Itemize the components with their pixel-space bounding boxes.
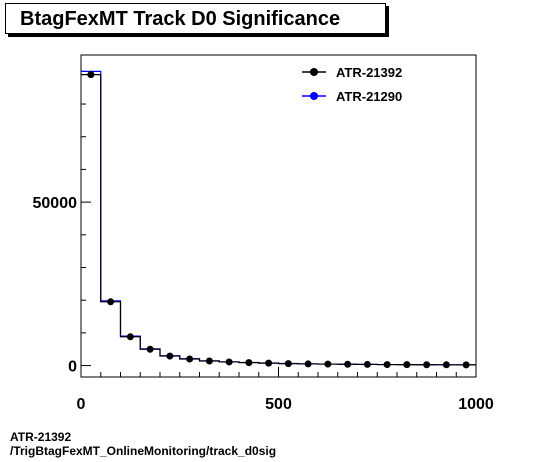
data-point-atr-21392 [442,361,450,369]
legend-label-atr-21290: ATR-21290 [336,89,402,104]
x-tick-label: 1000 [458,396,494,413]
y-tick-label: 0 [68,359,77,376]
data-point-atr-21392 [146,345,154,353]
data-point-atr-21392 [166,352,174,360]
data-point-atr-21392 [284,360,292,368]
footer: ATR-21392 /TrigBtagFexMT_OnlineMonitorin… [10,430,276,458]
data-point-atr-21392 [363,360,371,368]
data-point-atr-21392 [324,360,332,368]
chart-title: BtagFexMT Track D0 Significance [20,8,341,30]
data-point-atr-21392 [186,355,194,363]
x-tick-label: 500 [265,396,292,413]
footer-path-label: /TrigBtagFexMT_OnlineMonitoring/track_d0… [10,444,277,458]
y-tick-label: 50000 [33,195,78,212]
data-point-atr-21392 [225,358,233,366]
data-point-atr-21392 [423,361,431,369]
data-point-atr-21392 [107,298,115,306]
data-point-atr-21392 [87,71,95,79]
legend-marker-atr-21392 [310,68,318,76]
axes: 0 500 1000 0 50000 [33,70,494,413]
series-layer [81,70,476,369]
data-point-atr-21392 [403,361,411,369]
data-point-atr-21392 [245,359,253,367]
data-point-atr-21392 [304,360,312,368]
data-point-atr-21392 [462,361,470,369]
data-point-atr-21392 [383,361,391,369]
legend-marker-atr-21290 [310,92,318,100]
plot-frame [80,54,477,378]
data-point-atr-21392 [344,360,352,368]
legend-label-atr-21392: ATR-21392 [336,65,402,80]
data-point-atr-21392 [265,359,273,367]
data-point-atr-21392 [126,333,134,341]
footer-run-label: ATR-21392 [10,430,72,444]
x-tick-label: 0 [77,396,86,413]
title-box: BtagFexMT Track D0 Significance [5,3,386,34]
legend: ATR-21392 ATR-21290 [302,65,402,104]
data-point-atr-21392 [205,357,213,365]
